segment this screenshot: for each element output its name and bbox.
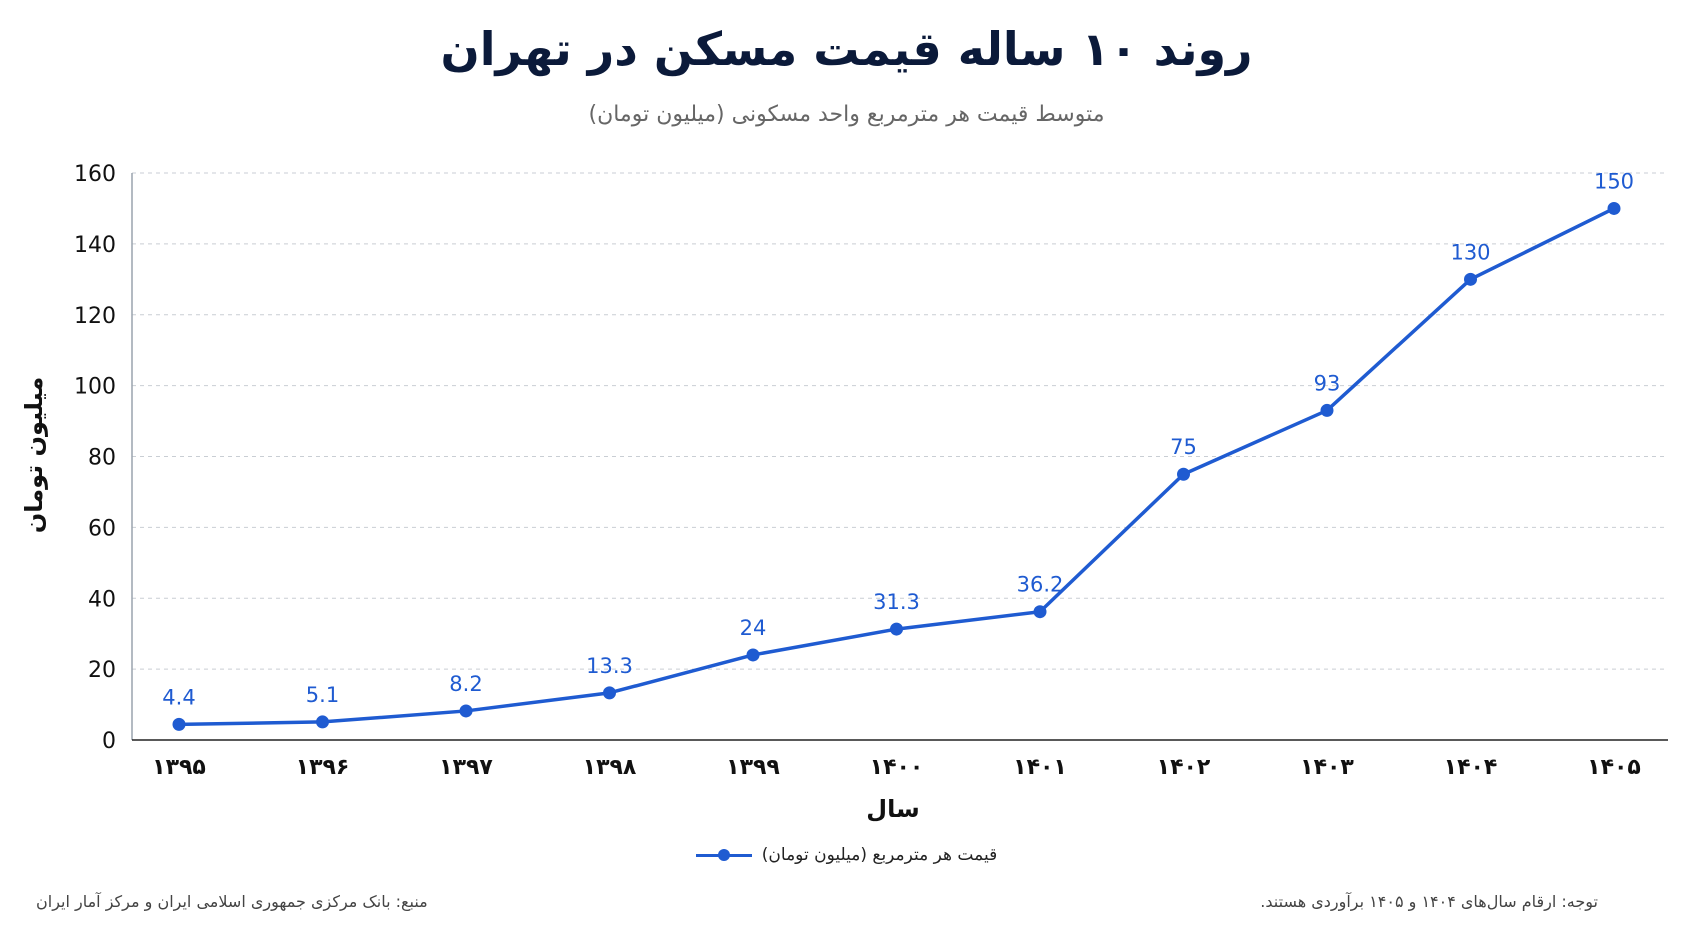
- x-tick-label: ۱۳۹۹: [726, 755, 780, 780]
- y-tick-label: 20: [88, 658, 116, 683]
- x-tick-label: ۱۴۰۳: [1300, 755, 1354, 780]
- data-point: [890, 622, 903, 636]
- data-label: 13.3: [586, 654, 633, 678]
- footnote-source: منبع: بانک مرکزی جمهوری اسلامی ایران و م…: [36, 892, 428, 911]
- data-label: 24: [740, 616, 767, 640]
- data-point: [1464, 272, 1477, 286]
- data-labels: 4.4 5.1 8.2 13.3 24 31.3 36.2 75 93 130 150: [162, 169, 1634, 709]
- legend-label: قیمت هر مترمربع (میلیون تومان): [761, 845, 998, 865]
- x-tick-label: ۱۴۰۲: [1157, 755, 1211, 780]
- data-label: 36.2: [1017, 573, 1064, 597]
- data-point: [1177, 467, 1190, 481]
- chart-subtitle: متوسط قیمت هر مترمربع واحد مسکونی (میلیو…: [588, 102, 1105, 127]
- data-label: 130: [1450, 240, 1490, 264]
- data-label: 5.1: [306, 683, 339, 707]
- data-points: [172, 201, 1621, 731]
- data-point: [1607, 201, 1621, 215]
- y-tick-label: 0: [102, 729, 116, 754]
- legend-swatch: [695, 848, 752, 862]
- x-tick-label: ۱۴۰۰: [870, 755, 924, 780]
- footnote-note: توجه: ارقام سال‌های ۱۴۰۴ و ۱۴۰۵ برآوردی …: [1260, 892, 1598, 911]
- data-point: [603, 686, 616, 700]
- data-point: [1320, 403, 1334, 417]
- series-line: [178, 206, 1615, 727]
- chart-title: روند ۱۰ ساله قیمت مسکن در تهران: [440, 22, 1253, 76]
- data-point: [459, 704, 473, 718]
- y-tick-label: 40: [88, 587, 116, 612]
- data-label: 150: [1594, 169, 1634, 193]
- data-label: 31.3: [873, 590, 920, 614]
- data-point: [316, 715, 329, 729]
- x-tick-label: ۱۳۹۷: [439, 755, 493, 780]
- x-tick-label: ۱۳۹۶: [296, 755, 350, 780]
- data-label: 93: [1314, 371, 1341, 395]
- data-label: 4.4: [162, 685, 195, 709]
- y-tick-label: 140: [74, 233, 116, 258]
- data-point: [1033, 605, 1047, 619]
- x-tick-label: ۱۳۹۸: [583, 755, 637, 780]
- x-tick-label: ۱۳۹۵: [152, 755, 206, 780]
- x-axis-ticks: ۱۳۹۵ ۱۳۹۶ ۱۳۹۷ ۱۳۹۸ ۱۳۹۹ ۱۴۰۰ ۱۴۰۱ ۱۴۰۲ ۱۴۰۳ ۱۴۰۴…: [152, 755, 1641, 780]
- y-axis-title: میلیون تومان: [20, 377, 48, 534]
- y-tick-label: 80: [88, 446, 116, 471]
- legend: قیمت هر مترمربع (میلیون تومان): [0, 845, 1693, 865]
- x-axis-title: سال: [866, 795, 919, 823]
- y-tick-label: 60: [88, 516, 116, 541]
- y-tick-label: 160: [74, 162, 116, 187]
- data-label: 8.2: [449, 672, 482, 696]
- x-tick-label: ۱۴۰۵: [1587, 755, 1641, 780]
- y-tick-label: 120: [74, 304, 116, 329]
- y-axis-ticks: 0 20 40 60 80 100 120 140 160: [74, 162, 116, 754]
- data-point: [746, 648, 760, 662]
- grid-lines: [132, 172, 1668, 670]
- data-label: 75: [1170, 435, 1197, 459]
- x-tick-label: ۱۴۰۱: [1013, 755, 1067, 780]
- x-tick-label: ۱۴۰۴: [1444, 755, 1498, 780]
- y-tick-label: 100: [74, 375, 116, 400]
- data-point: [172, 717, 186, 731]
